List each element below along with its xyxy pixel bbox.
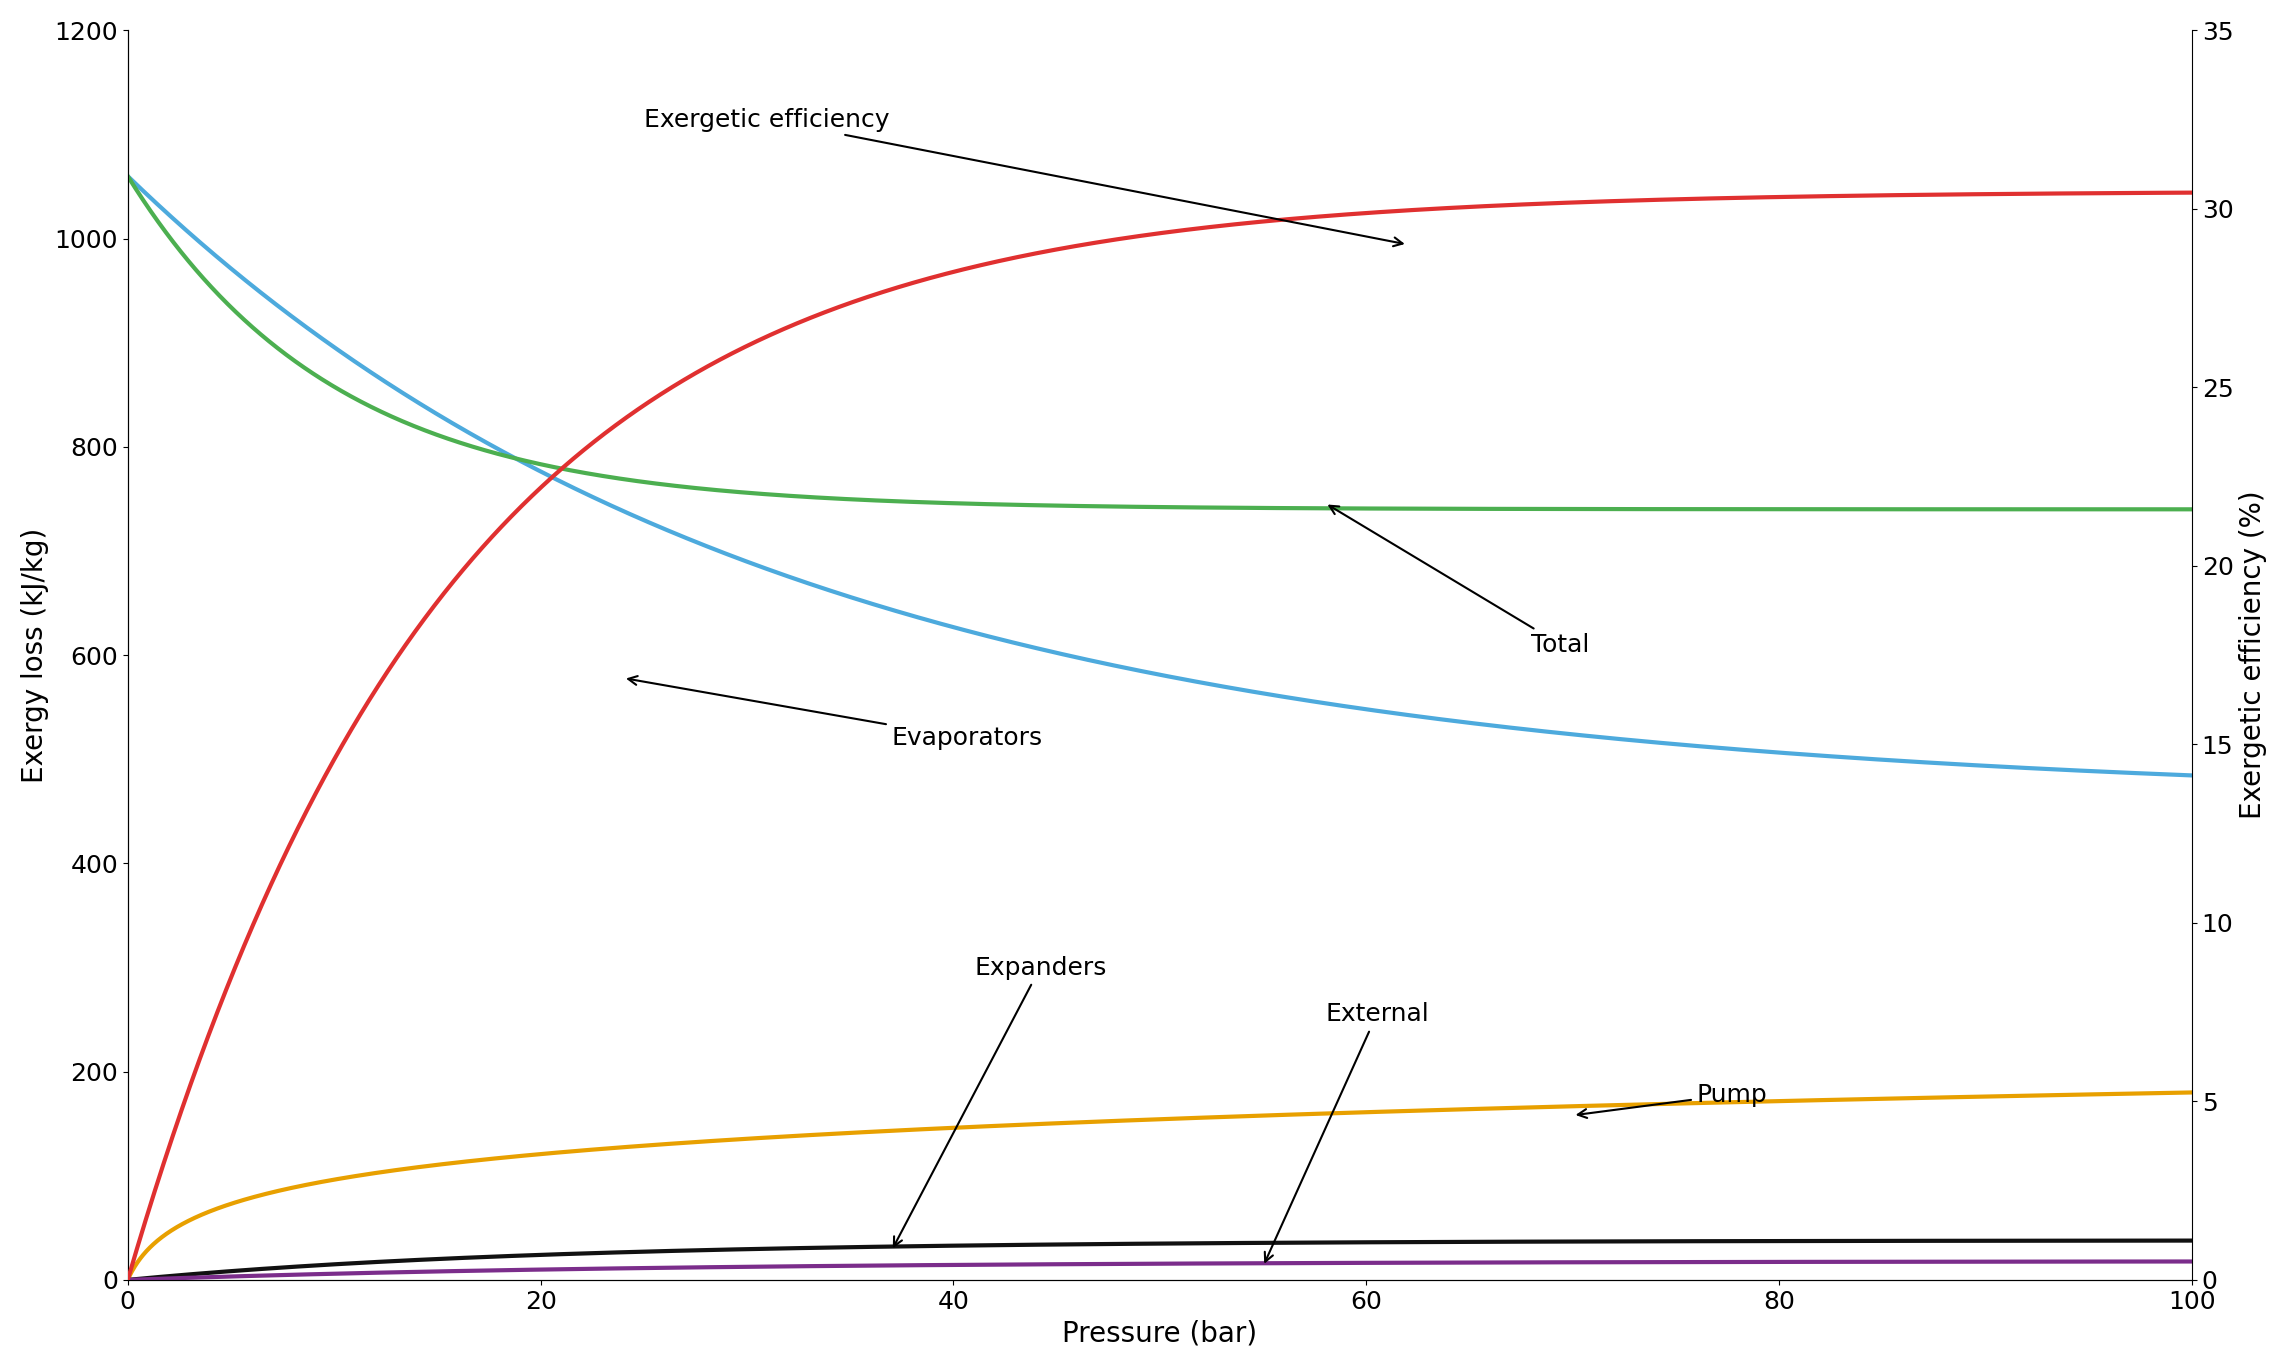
Text: Total: Total: [1329, 506, 1590, 657]
Text: Evaporators: Evaporators: [629, 676, 1043, 751]
Text: Exergetic efficiency: Exergetic efficiency: [643, 108, 1403, 246]
Y-axis label: Exergetic efficiency (%): Exergetic efficiency (%): [2240, 491, 2267, 819]
X-axis label: Pressure (bar): Pressure (bar): [1062, 1319, 1258, 1347]
Text: External: External: [1265, 1003, 1428, 1261]
Text: Pump: Pump: [1579, 1082, 1766, 1118]
Y-axis label: Exergy loss (kJ/kg): Exergy loss (kJ/kg): [21, 528, 48, 782]
Text: Expanders: Expanders: [895, 955, 1107, 1246]
